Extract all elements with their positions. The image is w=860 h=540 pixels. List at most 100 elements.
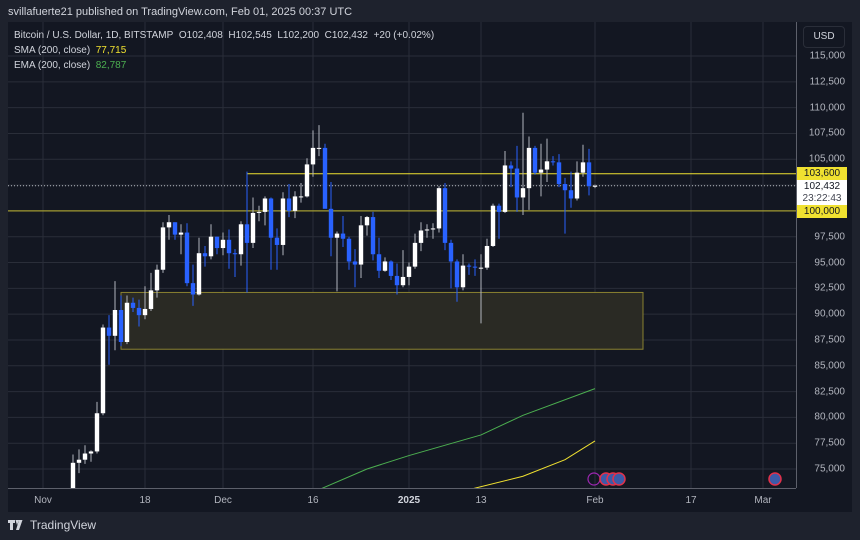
candle-body xyxy=(484,245,490,268)
candle-body xyxy=(532,147,538,173)
candle-body xyxy=(454,261,460,288)
demand-zone-rectangle[interactable] xyxy=(120,291,644,350)
legend-ema-row[interactable]: EMA (200, close) 82,787 xyxy=(14,58,434,73)
price-tick-label: 95,000 xyxy=(814,257,845,268)
ema-label: EMA (200, close) xyxy=(14,60,91,71)
candle-body xyxy=(196,253,202,295)
price-tick-label: 112,500 xyxy=(809,76,845,88)
time-tick-label: Nov xyxy=(34,495,52,506)
candle-body xyxy=(322,147,328,209)
candle-body xyxy=(292,196,298,211)
price-tick-label: 75,000 xyxy=(814,463,845,475)
price-tick-label: 105,000 xyxy=(808,153,845,165)
candle-body xyxy=(76,459,82,463)
time-tick-label: Mar xyxy=(754,495,772,506)
candle-body xyxy=(514,168,520,198)
resistance-price-tag: 103,600 xyxy=(797,166,847,180)
tradingview-brand[interactable]: TradingView xyxy=(8,518,96,532)
us-flag-event-icon[interactable] xyxy=(612,472,626,486)
candle-body xyxy=(112,309,118,336)
candle-body xyxy=(508,165,514,169)
candle-body xyxy=(382,261,388,271)
candle-body xyxy=(166,222,172,228)
legend-sma-row[interactable]: SMA (200, close) 77,715 xyxy=(14,43,434,58)
candle-body xyxy=(256,211,262,213)
price-tick-label: 97,500 xyxy=(814,231,845,243)
candle-body xyxy=(388,261,394,276)
time-axis[interactable]: Nov 18 Dec 16 2025 13 Feb 17 Mar xyxy=(8,488,796,513)
candle-body xyxy=(562,184,568,191)
bar-countdown: 23:22:43 xyxy=(802,192,842,204)
tradingview-logo-icon xyxy=(8,520,23,530)
sma-label: SMA (200, close) xyxy=(14,45,91,56)
candle-body xyxy=(226,239,232,254)
candle-body xyxy=(160,227,166,270)
candle-body xyxy=(478,267,484,269)
high-value: 102,545 xyxy=(235,30,272,41)
candle-body xyxy=(136,307,142,316)
candle-body xyxy=(550,161,556,163)
change-value: +20 (+0.02%) xyxy=(373,30,435,41)
candle-body xyxy=(448,242,454,262)
time-tick-label: 2025 xyxy=(397,495,421,506)
candle-body xyxy=(490,205,496,246)
candle-body xyxy=(352,261,358,265)
candle-body xyxy=(430,228,436,230)
price-tick-label: 110,000 xyxy=(809,102,845,114)
candle-body xyxy=(82,453,88,460)
currency-button[interactable]: USD xyxy=(803,26,845,48)
chart-frame xyxy=(8,22,852,512)
earnings-lightning-icon[interactable] xyxy=(587,472,601,486)
candle-body xyxy=(310,147,316,165)
candle-body xyxy=(418,230,424,243)
price-axis[interactable]: USD 115,000 112,500 110,000 107,500 105,000 9… xyxy=(796,22,853,488)
legend-symbol-row: Bitcoin / U.S. Dollar, 1D, BITSTAMP O102… xyxy=(14,30,435,41)
candle-body xyxy=(370,217,376,255)
last-price: 102,432 xyxy=(803,180,841,192)
price-tick-label: 82,500 xyxy=(814,386,845,398)
candle-body xyxy=(172,222,178,235)
symbol-name[interactable]: Bitcoin / U.S. Dollar, 1D, BITSTAMP xyxy=(14,30,174,41)
candle-body xyxy=(376,254,382,271)
candle-body xyxy=(184,232,190,284)
candle-body xyxy=(592,185,598,187)
candle-body xyxy=(412,242,418,267)
candle-body xyxy=(286,198,292,211)
open-value: 102,408 xyxy=(186,30,223,41)
candle-body xyxy=(574,172,580,199)
time-tick-label: 18 xyxy=(139,495,151,506)
candle-body xyxy=(346,238,352,262)
candle-body xyxy=(274,237,280,245)
candle-body xyxy=(238,224,244,255)
candle-body xyxy=(328,208,334,238)
candle-body xyxy=(118,309,124,343)
price-chart-plot[interactable] xyxy=(8,22,796,488)
candle-body xyxy=(556,162,562,185)
time-tick-label: Feb xyxy=(586,495,604,506)
candle-body xyxy=(358,225,364,265)
price-tick-label: 115,000 xyxy=(809,50,845,62)
candle-body xyxy=(304,164,310,197)
candle-body xyxy=(250,212,256,243)
candle-body xyxy=(154,269,160,291)
candle-body xyxy=(586,162,592,187)
candle-body xyxy=(190,283,196,295)
support-price-tag: 100,000 xyxy=(797,204,847,218)
candle-body xyxy=(220,239,226,249)
publish-info: svillafuerte21 published on TradingView.… xyxy=(8,6,353,18)
candle-body xyxy=(472,266,478,268)
candle-body xyxy=(124,302,130,343)
candle-body xyxy=(400,276,406,286)
last-price-tag: 102,432 23:22:43 xyxy=(797,179,847,207)
candle-body xyxy=(442,188,448,243)
candle-body xyxy=(544,161,550,170)
candle-body xyxy=(460,265,466,288)
us-flag-event-icon[interactable] xyxy=(768,472,782,486)
price-tick-label: 87,500 xyxy=(814,334,845,346)
candle-body xyxy=(502,165,508,212)
candlestick-chart[interactable] xyxy=(8,22,796,488)
candle-body xyxy=(394,275,400,286)
price-tick-label: 92,500 xyxy=(814,282,845,294)
candle-body xyxy=(142,308,148,316)
candle-body xyxy=(148,290,154,309)
